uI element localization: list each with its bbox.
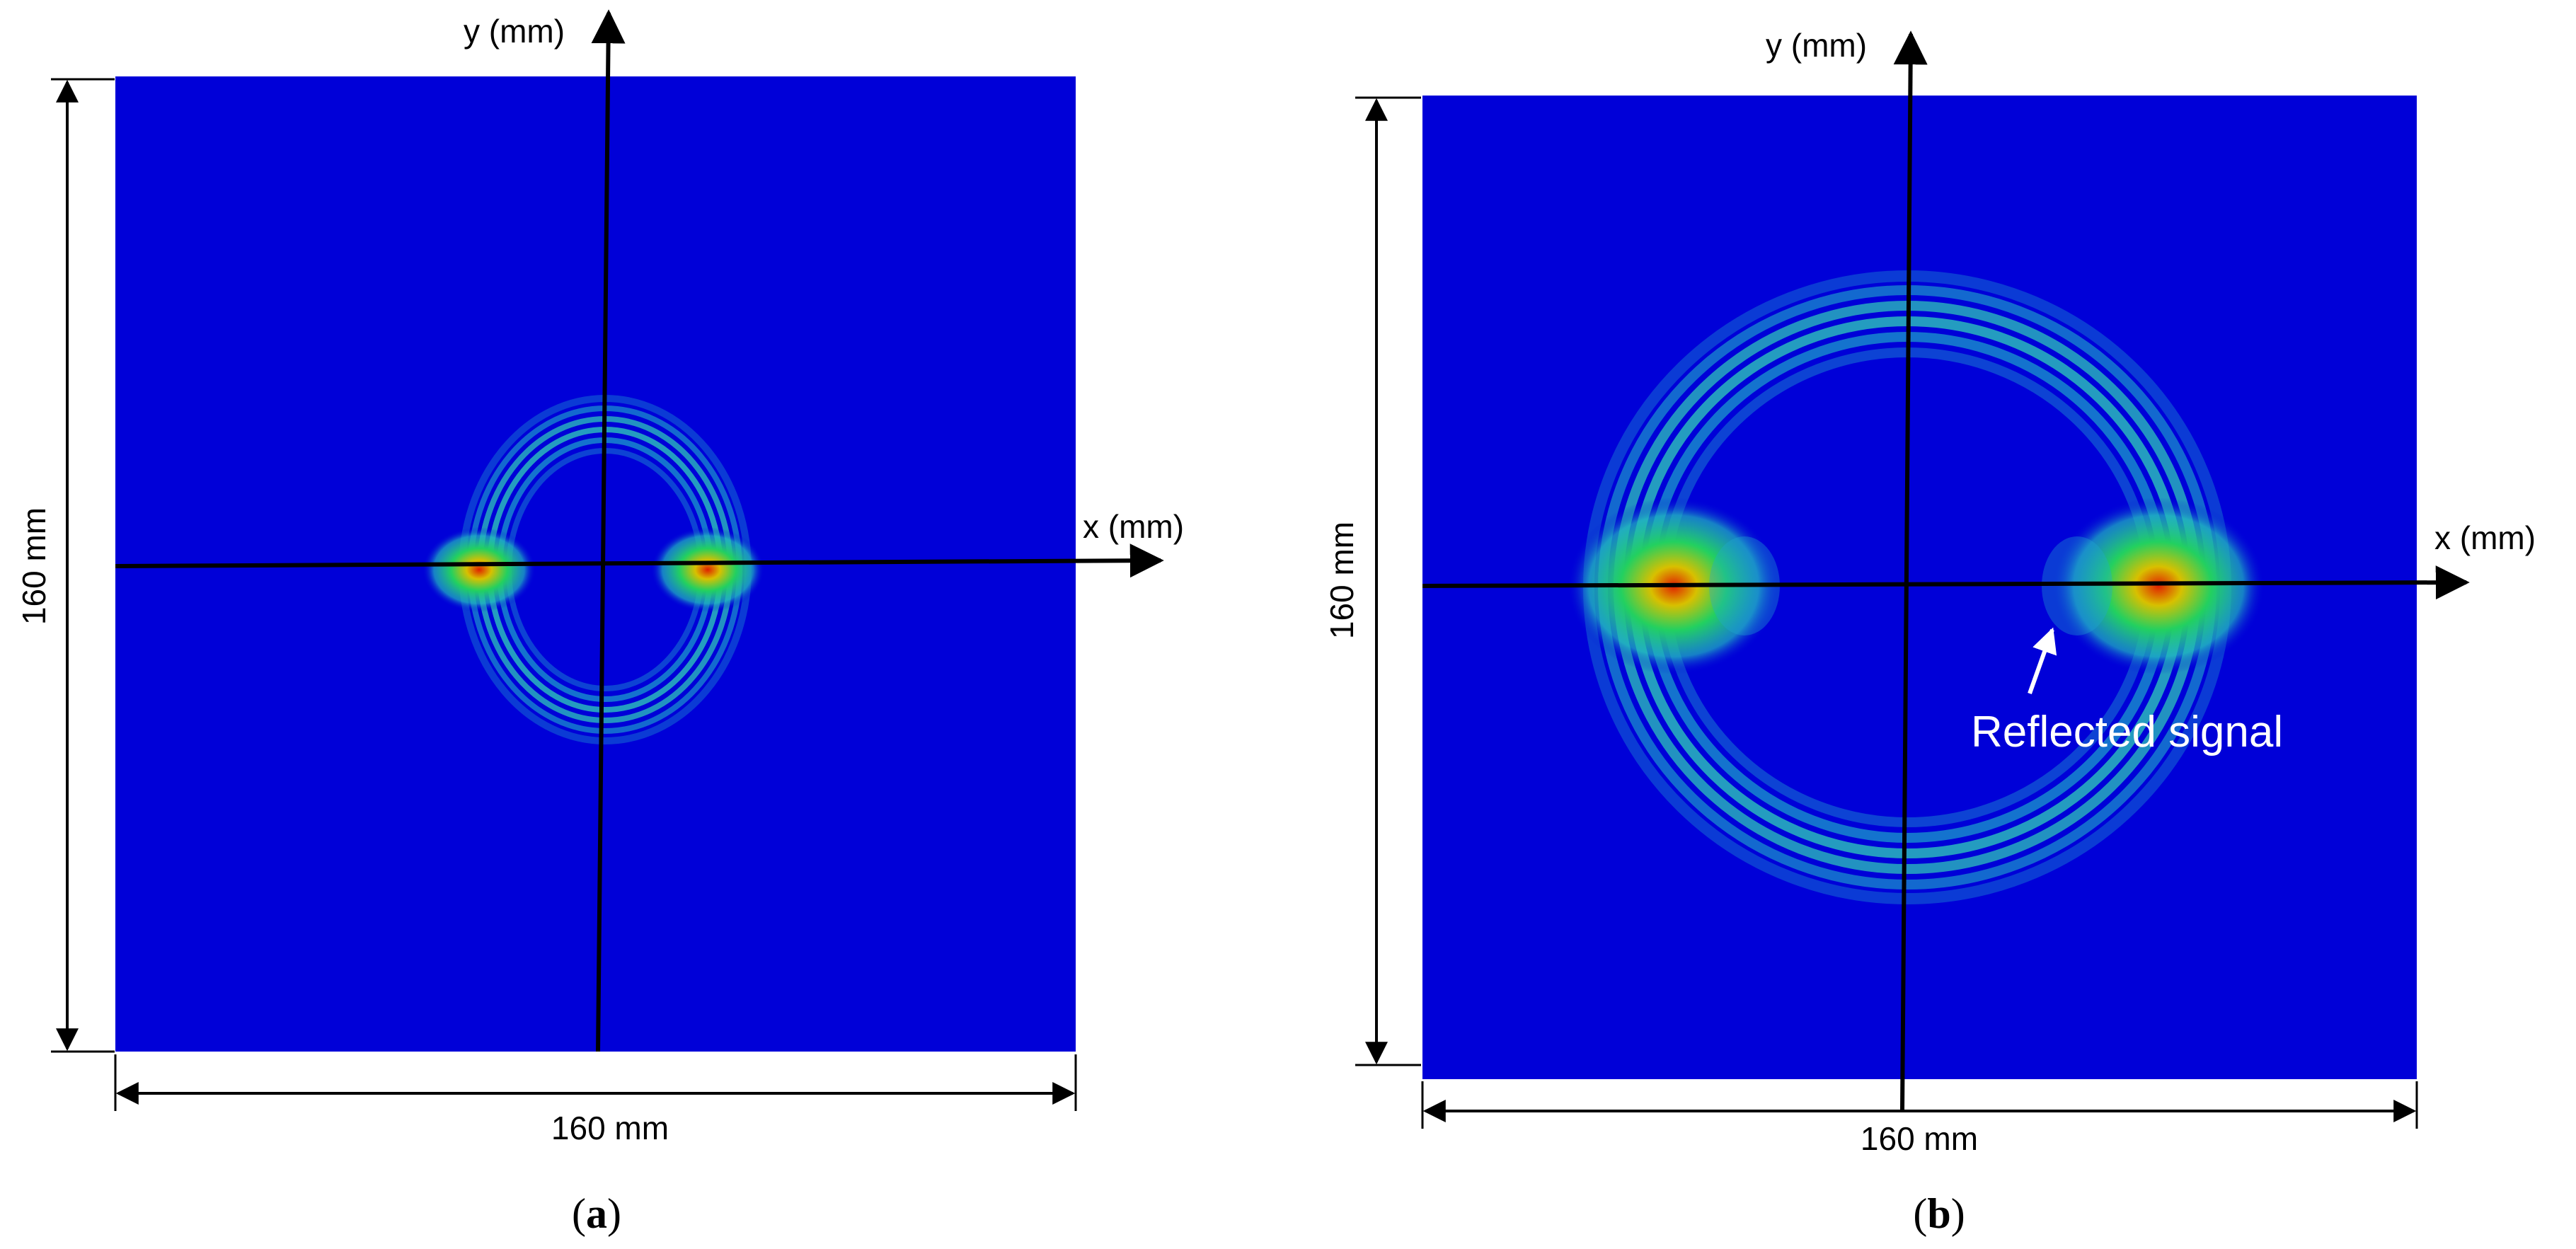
panel-a-height-dimension: 160 mm — [16, 78, 115, 1053]
panel-a-width-dimension: 160 mm — [114, 1054, 1077, 1146]
panel-b-height-label: 160 mm — [1323, 522, 1360, 639]
panel-b-width-label: 160 mm — [1861, 1120, 1978, 1157]
panel-b-y-axis — [1893, 30, 1928, 1112]
panel-b-height-dimension: 160 mm — [1323, 96, 1421, 1066]
panel-b-y-axis-label: y (mm) — [1766, 27, 1867, 64]
panel-a-x-axis-label: x (mm) — [1083, 508, 1184, 545]
panel-a-hotspot-right — [651, 527, 764, 612]
panel-b-annotation: Reflected signal — [1971, 708, 2283, 756]
panel-a-caption: (a) — [572, 1190, 621, 1237]
panel-b-caption: (b) — [1913, 1190, 1965, 1237]
panel-b-width-dimension: 160 mm — [1421, 1081, 2418, 1157]
panel-b-x-axis-label: x (mm) — [2434, 519, 2536, 556]
panel-a-y-axis-label: y (mm) — [464, 13, 565, 50]
panel-a-hotspot-left — [422, 527, 536, 612]
panel-a-width-label: 160 mm — [551, 1110, 669, 1146]
panel-b-hotspot-right — [2052, 497, 2265, 674]
panel-a-y-axis — [591, 9, 626, 1052]
panel-b-annotation-arrow — [2028, 627, 2057, 695]
panel-b-x-axis — [1422, 565, 2470, 600]
panel-b: y (mm) x (mm) Reflected signal 160 mm 16… — [1323, 27, 2536, 1237]
panel-a-height-label: 160 mm — [16, 507, 52, 625]
panel-a: y (mm) x (mm) 160 mm 160 mm (a) — [16, 9, 1184, 1237]
panel-b-reflected-signal-right — [2042, 536, 2112, 635]
panel-a-x-axis — [115, 543, 1164, 578]
